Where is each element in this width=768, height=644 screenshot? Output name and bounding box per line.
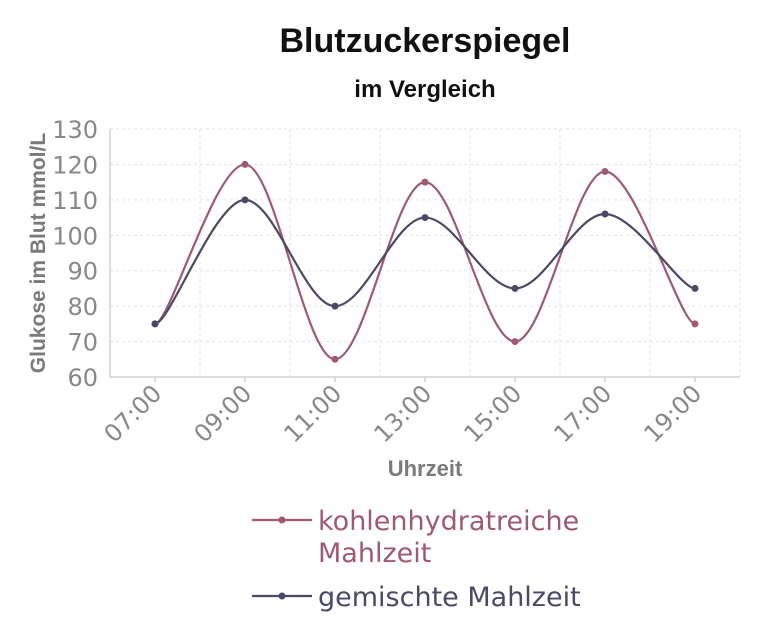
data-point <box>421 178 429 186</box>
data-point <box>691 320 699 328</box>
x-axis: 07:00 09:00 11:00 13:00 15:00 17:00 19:00 <box>99 376 740 448</box>
legend-label: kohlenhydratreiche <box>318 506 579 537</box>
x-tick-label: 19:00 <box>639 379 708 448</box>
x-tick-label: 17:00 <box>549 379 618 448</box>
data-point <box>511 284 519 292</box>
legend-label: Mahlzeit <box>318 538 431 569</box>
x-tick-label: 13:00 <box>369 379 438 448</box>
legend-label: gemischte Mahlzeit <box>318 582 581 613</box>
y-tick-label: 70 <box>67 329 98 357</box>
data-point <box>601 210 609 218</box>
data-point <box>241 196 249 204</box>
data-point <box>331 302 339 310</box>
series-line <box>154 163 696 361</box>
y-axis: 60 70 80 90 100 110 120 130 <box>52 116 111 392</box>
x-axis-title: Uhrzeit <box>388 456 463 481</box>
data-point <box>151 320 159 328</box>
grid-lines <box>109 128 741 378</box>
legend-marker <box>278 592 286 600</box>
data-point <box>241 160 249 168</box>
data-point <box>511 338 519 346</box>
data-point <box>601 168 609 176</box>
y-tick-label: 90 <box>67 258 98 286</box>
legend-marker <box>278 516 286 524</box>
x-tick-label: 09:00 <box>189 379 258 448</box>
data-point <box>421 214 429 222</box>
x-tick-label: 15:00 <box>459 379 528 448</box>
y-tick-label: 60 <box>67 364 98 392</box>
chart-title: Blutzuckerspiegel <box>280 22 571 60</box>
data-point <box>691 284 699 292</box>
chart-subtitle: im Vergleich <box>354 76 495 103</box>
x-tick-label: 11:00 <box>279 379 348 448</box>
data-point <box>331 355 339 363</box>
y-tick-label: 130 <box>52 116 98 144</box>
y-tick-label: 120 <box>52 151 98 179</box>
y-tick-label: 110 <box>52 187 98 215</box>
y-tick-label: 80 <box>67 293 98 321</box>
x-tick-label: 07:00 <box>99 379 168 448</box>
y-axis-title: Glukose im Blut mmol/L <box>27 133 50 374</box>
plot-series <box>151 160 699 363</box>
y-tick-label: 100 <box>52 222 98 250</box>
